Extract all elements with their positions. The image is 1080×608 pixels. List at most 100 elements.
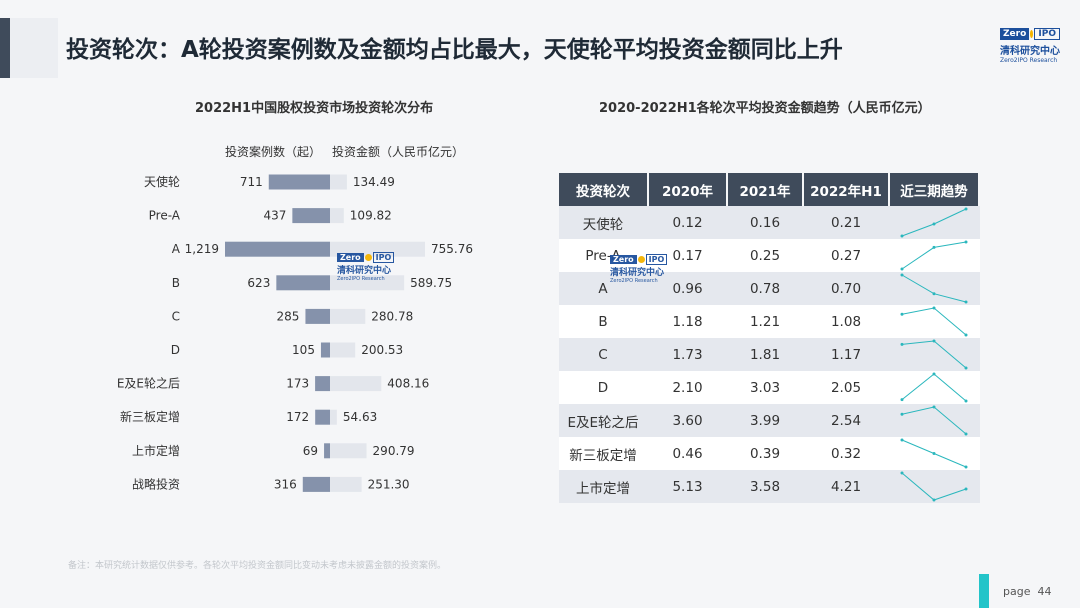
row-value-cell: 0.25 <box>728 239 804 272</box>
category-label: E及E轮之后 <box>117 377 180 391</box>
trend-sparkline-cell <box>890 371 980 404</box>
row-value-cell: 2.54 <box>804 404 890 437</box>
amount-value-label: 251.30 <box>368 477 410 491</box>
sparkline-point <box>964 300 968 304</box>
footnote: 备注：本研究统计数据仅供参考。各轮次平均投资金额同比变动未考虑未披露金额的投资案… <box>68 561 447 571</box>
amount-value-label: 54.63 <box>343 410 377 424</box>
sparkline-point <box>932 498 936 502</box>
row-round-cell: C <box>559 338 649 371</box>
logo-chinese-text: 清科研究中心 <box>1000 46 1060 57</box>
col-header-2022h1: 2022年H1 <box>804 173 890 206</box>
amount-bar <box>330 342 356 358</box>
category-label: D <box>171 343 180 357</box>
table-row: C 1.73 1.81 1.17 <box>559 338 980 371</box>
category-label: 战略投资 <box>132 476 180 491</box>
table-row: 天使轮 0.12 0.16 0.21 <box>559 206 980 239</box>
trend-sparkline-cell <box>890 437 980 470</box>
chart-watermark-logo: Zero IPO 清科研究中心 Zero2IPO Research <box>337 252 405 292</box>
trend-sparkline-cell <box>890 206 980 239</box>
count-bar <box>276 275 330 291</box>
amount-value-label: 589.75 <box>410 276 452 290</box>
amount-bar <box>330 476 362 492</box>
trend-sparkline <box>900 372 968 403</box>
sparkline-line <box>901 373 967 402</box>
category-label: C <box>172 309 180 323</box>
row-value-cell: 0.78 <box>728 272 804 305</box>
sparkline-point <box>964 465 968 469</box>
sparkline-point <box>900 273 904 277</box>
count-bar <box>315 376 330 392</box>
amount-value-label: 280.78 <box>371 309 413 323</box>
sparkline-point <box>900 234 904 238</box>
amount-bar <box>330 308 366 324</box>
count-value-label: 711 <box>240 175 263 189</box>
row-value-cell: 3.03 <box>728 371 804 404</box>
sparkline-point <box>932 405 936 409</box>
row-value-cell: 1.21 <box>728 305 804 338</box>
row-value-cell: 1.18 <box>649 305 728 338</box>
sparkline-point <box>932 452 936 455</box>
sparkline-point <box>964 240 968 244</box>
row-value-cell: 0.16 <box>728 206 804 239</box>
count-bar <box>292 208 330 224</box>
trend-sparkline <box>900 339 968 370</box>
sparkline-point <box>932 372 936 376</box>
amount-value-label: 290.79 <box>373 444 415 458</box>
row-value-cell: 1.73 <box>649 338 728 371</box>
trend-sparkline-cell <box>890 239 980 272</box>
sparkline-line <box>901 274 967 303</box>
col-header-trend: 近三期趋势 <box>890 173 980 206</box>
sparkline-point <box>900 398 904 402</box>
row-value-cell: 2.10 <box>649 371 728 404</box>
sparkline-point <box>900 267 904 271</box>
count-value-label: 69 <box>303 444 318 458</box>
table-row: E及E轮之后 3.60 3.99 2.54 <box>559 404 980 437</box>
legend-amount-label: 投资金额（人民币亿元） <box>332 144 464 159</box>
category-label: 天使轮 <box>144 174 180 189</box>
round-distribution-chart: 投资案例数（起） 投资金额（人民币亿元） 天使轮 711 134.49 Pre-A 437 1… <box>100 140 500 500</box>
amount-bar <box>330 241 425 257</box>
sparkline-point <box>932 222 936 226</box>
page-title: 投资轮次：A轮投资案例数及金额均占比最大，天使轮平均投资金额同比上升 <box>66 37 843 63</box>
category-label: A <box>172 242 181 256</box>
row-value-cell: 0.32 <box>804 437 890 470</box>
trend-sparkline <box>900 405 968 436</box>
row-value-cell: 4.21 <box>804 470 890 503</box>
row-value-cell: 0.39 <box>728 437 804 470</box>
count-value-label: 437 <box>263 209 286 223</box>
trend-sparkline <box>900 438 968 469</box>
logo-ipo-text: IPO <box>1034 28 1060 40</box>
count-bar <box>320 342 330 358</box>
table-row: A 0.96 0.78 0.70 <box>559 272 980 305</box>
sparkline-point <box>964 207 968 211</box>
amount-bar <box>330 443 367 459</box>
row-value-cell: 0.70 <box>804 272 890 305</box>
sparkline-line <box>901 406 967 435</box>
trend-sparkline <box>900 273 968 304</box>
page-marker <box>979 574 989 608</box>
col-header-round: 投资轮次 <box>559 173 649 206</box>
count-bar <box>315 409 330 425</box>
amount-bar <box>330 174 347 190</box>
table-row: B 1.18 1.21 1.08 <box>559 305 980 338</box>
trend-sparkline <box>900 240 968 271</box>
sparkline-point <box>964 333 968 337</box>
category-label: Pre-A <box>149 209 181 223</box>
sparkline-line <box>901 340 967 369</box>
row-round-cell: D <box>559 371 649 404</box>
category-label: 新三板定增 <box>120 409 180 424</box>
amount-bar <box>330 275 405 291</box>
table-row: 新三板定增 0.46 0.39 0.32 <box>559 437 980 470</box>
row-round-cell: 上市定增 <box>559 470 649 503</box>
sparkline-point <box>932 339 936 343</box>
sparkline-point <box>932 306 936 310</box>
sparkline-point <box>932 245 936 249</box>
table-header-row: 投资轮次 2020年 2021年 2022年H1 近三期趋势 <box>559 173 980 206</box>
count-value-label: 316 <box>274 477 297 491</box>
table-row: Pre-A 0.17 0.25 0.27 <box>559 239 980 272</box>
count-bar <box>268 174 330 190</box>
table-row: 上市定增 5.13 3.58 4.21 <box>559 470 980 503</box>
zero2ipo-logo: Zero IPO 清科研究中心 Zero2IPO Research <box>1000 28 1060 66</box>
trend-sparkline-cell <box>890 305 980 338</box>
count-value-label: 623 <box>247 276 270 290</box>
